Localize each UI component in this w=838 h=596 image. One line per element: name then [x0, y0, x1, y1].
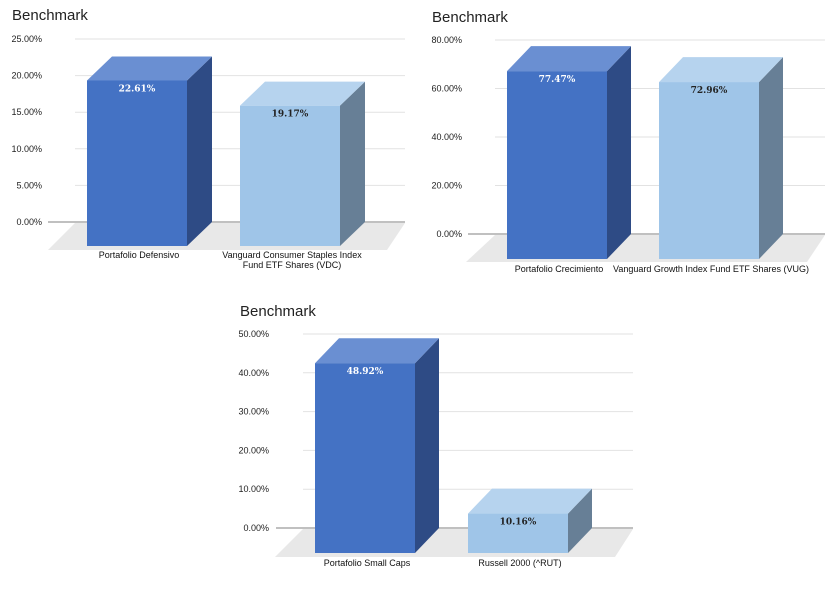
- bar-chart-svg: 0.00% 5.00% 10.00% 15.00% 20.00% 25.00% 22.61%…: [11, 34, 405, 270]
- data-label: 10.16%: [500, 518, 537, 528]
- bar-front: [659, 82, 759, 260]
- y-tick-label: 5.00%: [16, 180, 42, 190]
- x-category-label: Portafolio Defensivo: [99, 250, 180, 260]
- chart-panel-small-caps: Benchmark 0.00% 10.00% 20.00% 30.00% 40.00% 5…: [228, 295, 648, 591]
- y-tick-label: 60.00%: [431, 84, 462, 94]
- bar: [507, 46, 631, 259]
- chart-panel-defensivo: Benchmark 0.00% 5.00% 10.00% 15.00% 20.00% 25…: [0, 0, 420, 290]
- y-tick-label: 50.00%: [238, 329, 269, 339]
- bar-side: [568, 488, 592, 553]
- chart-title: Benchmark: [432, 9, 508, 26]
- data-label: 48.92%: [347, 367, 384, 377]
- y-tick-label: 20.00%: [11, 71, 42, 81]
- data-label: 77.47%: [539, 75, 576, 85]
- data-label: 19.17%: [272, 110, 309, 120]
- bar-side: [607, 46, 631, 259]
- bar-front: [87, 80, 187, 246]
- y-tick-label: 10.00%: [238, 484, 269, 494]
- bar-front: [315, 363, 415, 553]
- bar: [468, 488, 592, 553]
- bar-side: [187, 56, 212, 247]
- y-tick-label: 20.00%: [431, 181, 462, 191]
- bar-side: [759, 57, 783, 260]
- bar: [87, 56, 212, 247]
- data-label: 72.96%: [691, 86, 728, 96]
- bar: [315, 338, 439, 553]
- bar: [240, 81, 365, 246]
- y-tick-label: 0.00%: [436, 229, 462, 239]
- y-tick-label: 0.00%: [16, 217, 42, 227]
- y-tick-label: 25.00%: [11, 34, 42, 44]
- y-tick-label: 40.00%: [238, 368, 269, 378]
- y-tick-label: 10.00%: [11, 144, 42, 154]
- y-tick-label: 30.00%: [238, 407, 269, 417]
- y-tick-label: 40.00%: [431, 132, 462, 142]
- chart-title: Benchmark: [12, 7, 88, 24]
- bar-front: [468, 513, 568, 553]
- bar-top: [240, 81, 365, 106]
- y-tick-label: 80.00%: [431, 35, 462, 45]
- x-category-label: Fund ETF Shares (VDC): [243, 260, 342, 270]
- bar-top: [315, 338, 439, 364]
- chart-panel-crecimiento: Benchmark 0.00% 20.00% 40.00% 60.00% 80.00% 7…: [420, 0, 838, 295]
- x-category-label: Vanguard Consumer Staples Index: [222, 250, 362, 260]
- data-label: 22.61%: [119, 84, 156, 94]
- bar-side: [340, 81, 365, 246]
- bar-top: [659, 57, 783, 83]
- bar: [659, 57, 783, 260]
- y-tick-label: 0.00%: [243, 523, 269, 533]
- bar-chart-svg: 0.00% 10.00% 20.00% 30.00% 40.00% 50.00% 48.92…: [238, 329, 633, 568]
- y-tick-label: 15.00%: [11, 107, 42, 117]
- x-category-label: Russell 2000 (^RUT): [478, 558, 561, 568]
- x-category-label: Portafolio Small Caps: [324, 558, 411, 568]
- bar-chart-svg: 0.00% 20.00% 40.00% 60.00% 80.00% 77.47% Porta…: [431, 35, 825, 274]
- bar-top: [507, 46, 631, 72]
- bar-top: [468, 488, 592, 514]
- bar-front: [240, 105, 340, 246]
- x-category-label: Portafolio Crecimiento: [515, 264, 604, 274]
- bar-side: [415, 338, 439, 553]
- x-category-label: Vanguard Growth Index Fund ETF Shares (V…: [613, 264, 809, 274]
- bar-top: [87, 56, 212, 81]
- bar-front: [507, 71, 607, 259]
- chart-title: Benchmark: [240, 303, 316, 320]
- y-tick-label: 20.00%: [238, 445, 269, 455]
